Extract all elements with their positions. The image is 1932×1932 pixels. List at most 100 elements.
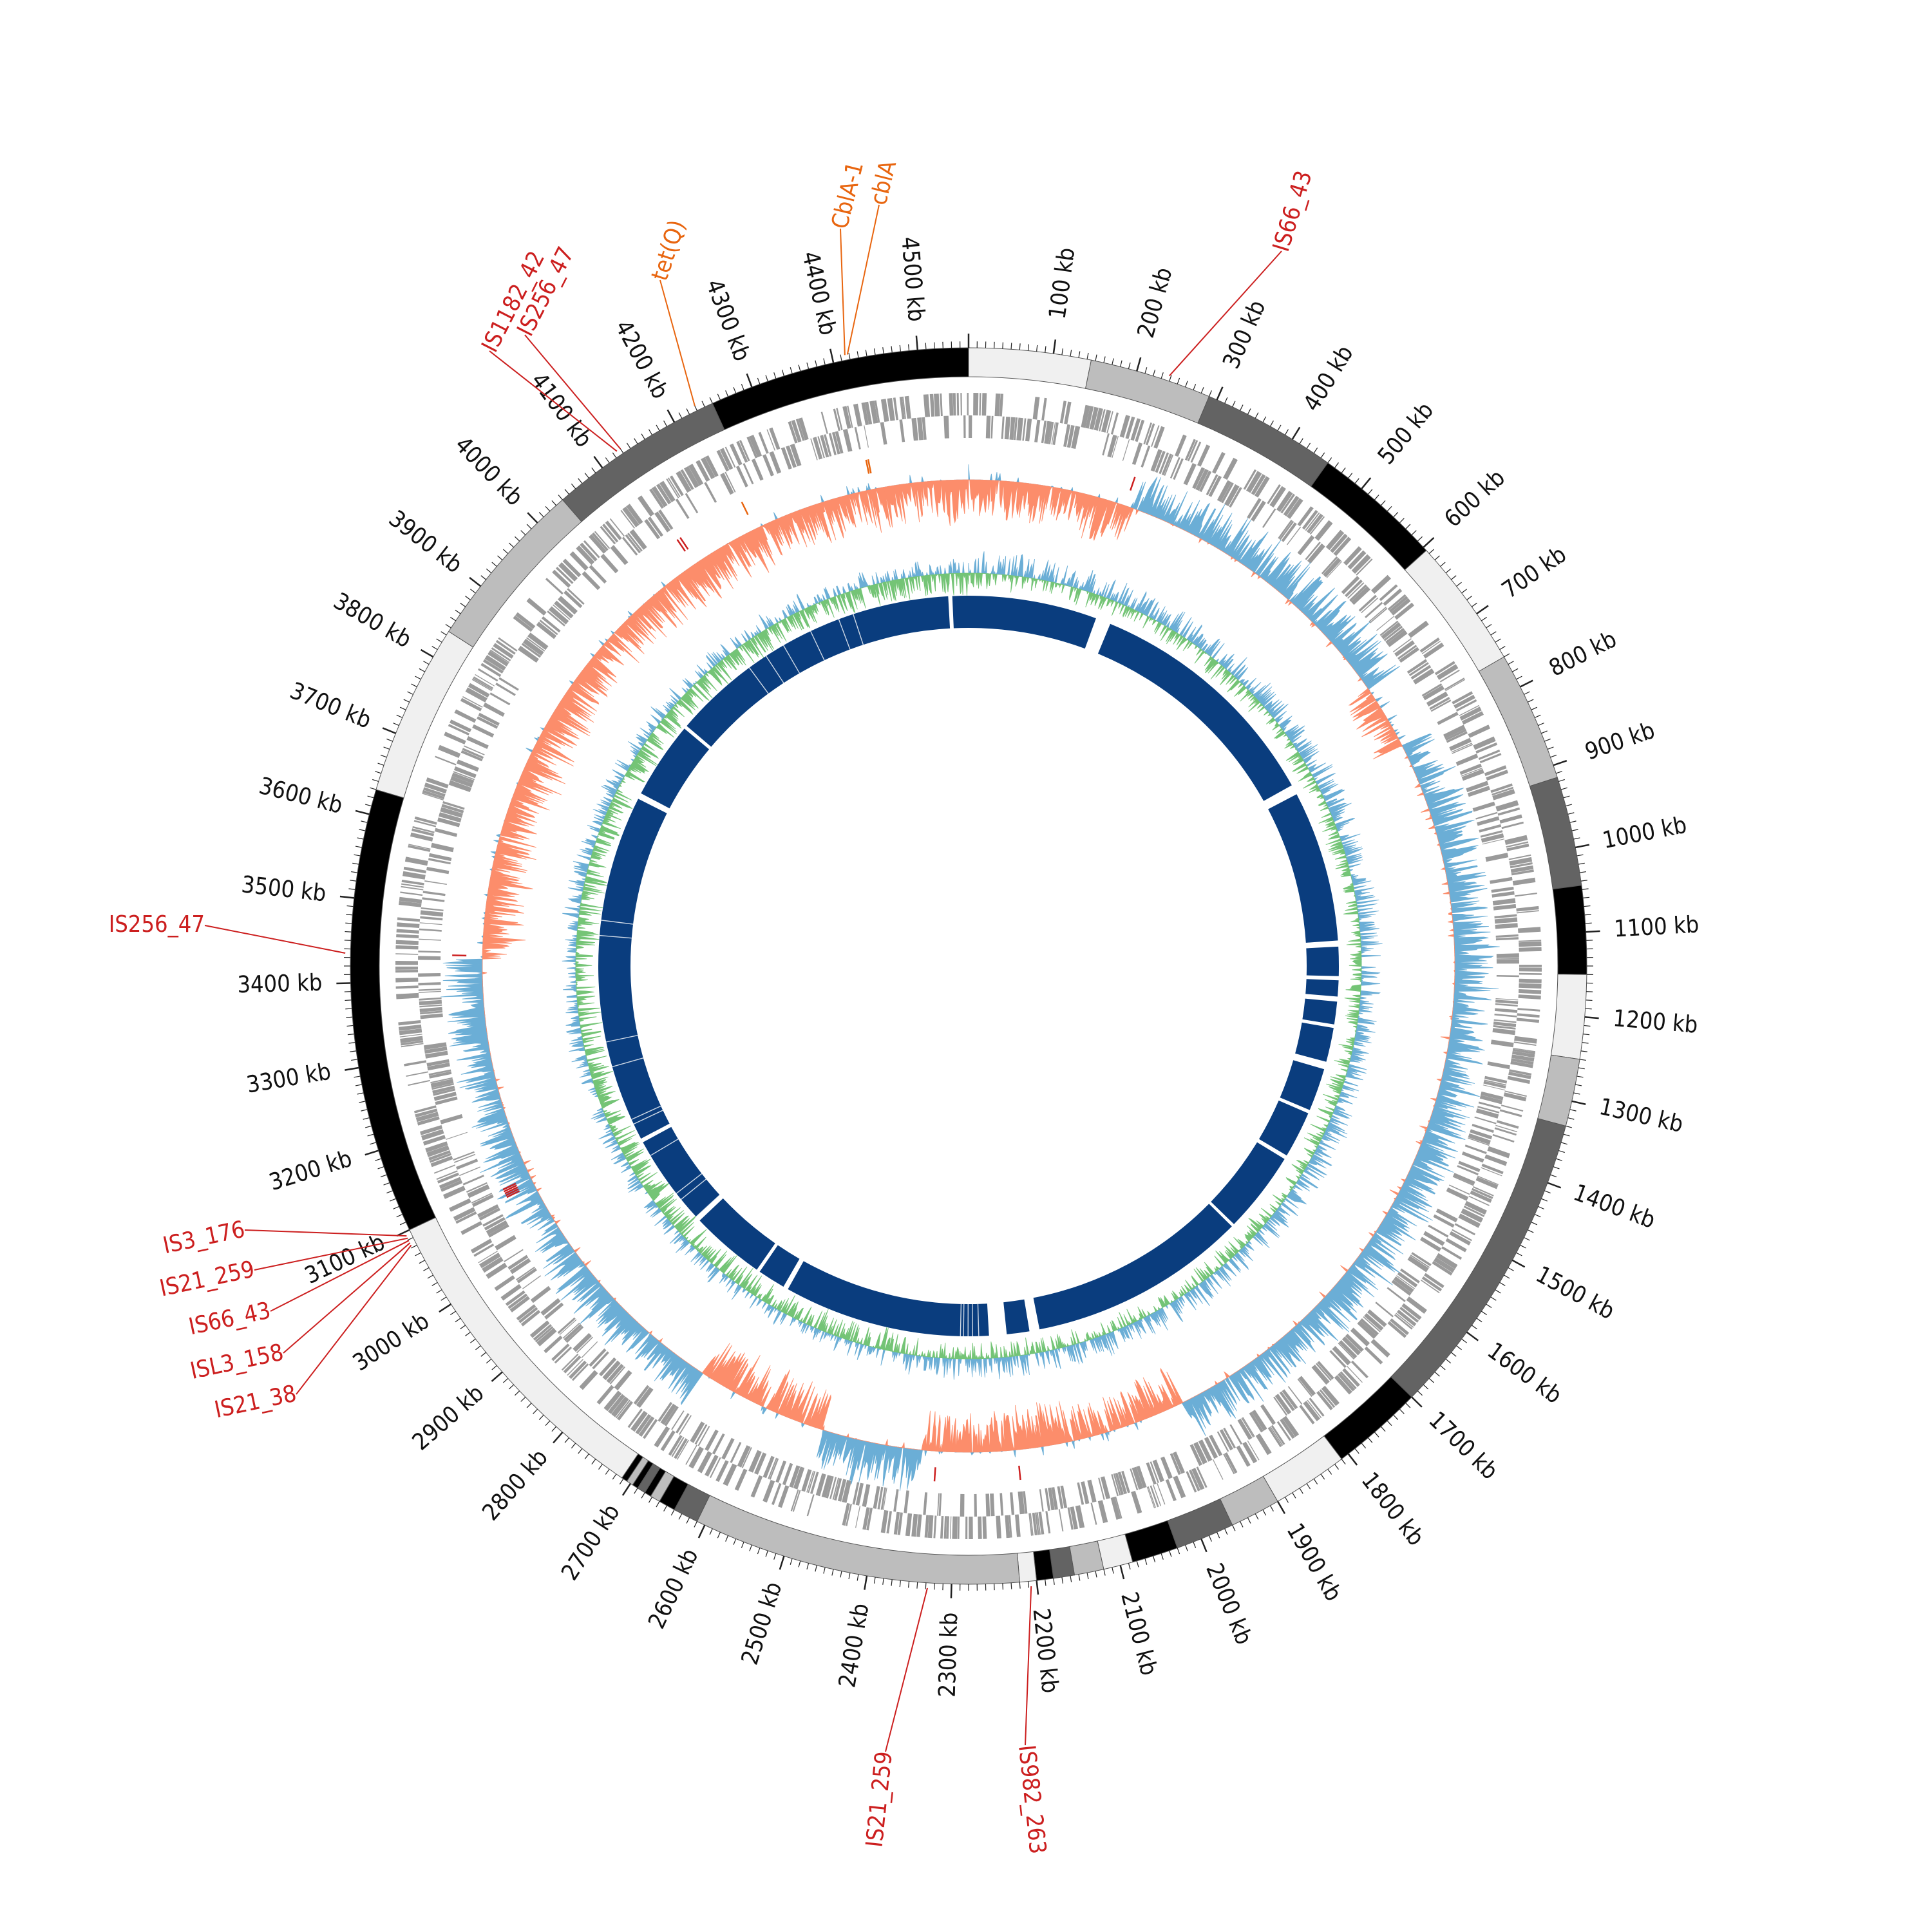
annotation-label: IS982_263	[1013, 1744, 1051, 1855]
gene-feature	[1157, 1483, 1166, 1505]
gene-feature	[442, 801, 465, 810]
gene-feature	[1341, 576, 1360, 594]
gene-feature	[1391, 1280, 1412, 1296]
tick-label: 1300 kb	[1597, 1094, 1686, 1138]
gene-feature	[929, 393, 935, 417]
gene-feature	[554, 1346, 573, 1364]
gene-feature	[1297, 506, 1314, 527]
minor-tick	[571, 483, 576, 489]
gene-feature	[1459, 763, 1482, 775]
gene-feature	[638, 1416, 655, 1437]
gene-feature	[592, 532, 609, 551]
minor-tick	[1516, 676, 1522, 680]
major-tick	[382, 727, 397, 734]
gene-feature	[1363, 1316, 1381, 1332]
gene-feature	[1487, 1061, 1510, 1070]
gene-feature	[696, 460, 710, 482]
minor-tick	[399, 706, 406, 710]
gene-feature	[1273, 1396, 1288, 1416]
gene-feature	[462, 696, 483, 708]
gene-feature	[437, 817, 460, 828]
gene-feature	[674, 1438, 688, 1459]
major-tick	[1466, 1331, 1479, 1341]
blast-gap-line	[782, 645, 800, 674]
blast-hit-block	[788, 1261, 989, 1336]
gene-feature	[668, 1435, 683, 1456]
minor-tick	[1584, 1025, 1591, 1027]
gene-feature	[509, 1296, 530, 1312]
gene-feature	[937, 1493, 940, 1516]
minor-tick	[1538, 1206, 1544, 1209]
major-tick	[1511, 1259, 1526, 1268]
gene-feature	[1470, 1129, 1493, 1140]
gene-feature	[637, 495, 654, 517]
gene-feature	[704, 482, 717, 503]
gene-feature	[470, 1238, 493, 1254]
contig-segment-17	[1069, 1540, 1104, 1576]
gene-feature	[1016, 417, 1023, 441]
minor-tick	[1393, 512, 1399, 518]
minor-tick	[678, 412, 683, 419]
gene-feature	[676, 1413, 690, 1434]
gene-feature	[557, 1317, 576, 1334]
minor-tick	[423, 1267, 430, 1271]
gene-feature	[544, 1302, 564, 1320]
tick-label: 2400 kb	[834, 1602, 874, 1690]
gene-feature	[1028, 1513, 1032, 1536]
blast-hit-block	[1097, 623, 1292, 801]
gene-feature	[1283, 495, 1300, 516]
gene-feature	[820, 435, 829, 458]
gene-feature	[1473, 736, 1496, 750]
minor-tick	[857, 1574, 859, 1581]
gene-feature	[424, 880, 447, 885]
gene-feature	[1321, 556, 1338, 574]
gene-feature	[1455, 699, 1477, 712]
gene-feature	[1197, 444, 1211, 467]
gene-feature	[842, 406, 851, 429]
gene-feature	[837, 1479, 847, 1502]
gene-feature	[1492, 1133, 1515, 1143]
gene-feature	[529, 1320, 550, 1338]
gene-feature	[874, 400, 880, 423]
gene-feature	[552, 569, 571, 588]
gene-feature	[1330, 533, 1348, 553]
gene-feature	[1314, 520, 1333, 541]
annotation-label: IS21_38	[213, 1380, 299, 1423]
gene-feature	[647, 516, 663, 537]
gene-feature	[835, 431, 844, 454]
minor-tick	[1495, 1289, 1501, 1294]
gene-feature	[428, 1150, 451, 1160]
gene-feature	[1193, 1441, 1208, 1464]
gene-feature	[1022, 418, 1027, 441]
major-tick	[396, 1229, 410, 1237]
gene-feature	[415, 1108, 438, 1118]
minor-tick	[584, 473, 589, 478]
minor-tick	[407, 691, 413, 695]
minor-tick	[361, 820, 368, 823]
minor-tick	[1306, 442, 1311, 449]
major-tick	[1584, 1016, 1599, 1019]
gene-feature	[1183, 463, 1197, 486]
minor-tick	[857, 351, 859, 358]
gene-feature	[1039, 1489, 1044, 1512]
gene-feature	[460, 697, 482, 712]
gene-feature	[422, 790, 445, 800]
gene-feature	[664, 1406, 679, 1426]
gene-feature	[1444, 677, 1465, 690]
minor-tick	[396, 714, 403, 718]
gene-feature	[1506, 841, 1529, 848]
gene-feature	[1410, 665, 1432, 680]
gene-feature	[982, 1516, 987, 1539]
gene-feature	[399, 900, 422, 907]
minor-tick	[865, 350, 867, 357]
gene-feature	[1492, 1028, 1516, 1036]
minor-tick	[355, 1084, 362, 1086]
gene-feature	[471, 1193, 493, 1204]
gene-feature	[1032, 1512, 1037, 1535]
minor-tick	[345, 931, 352, 933]
gene-feature	[629, 529, 647, 550]
minor-tick	[1544, 738, 1551, 742]
gene-feature	[418, 982, 441, 986]
gene-feature	[536, 621, 557, 639]
